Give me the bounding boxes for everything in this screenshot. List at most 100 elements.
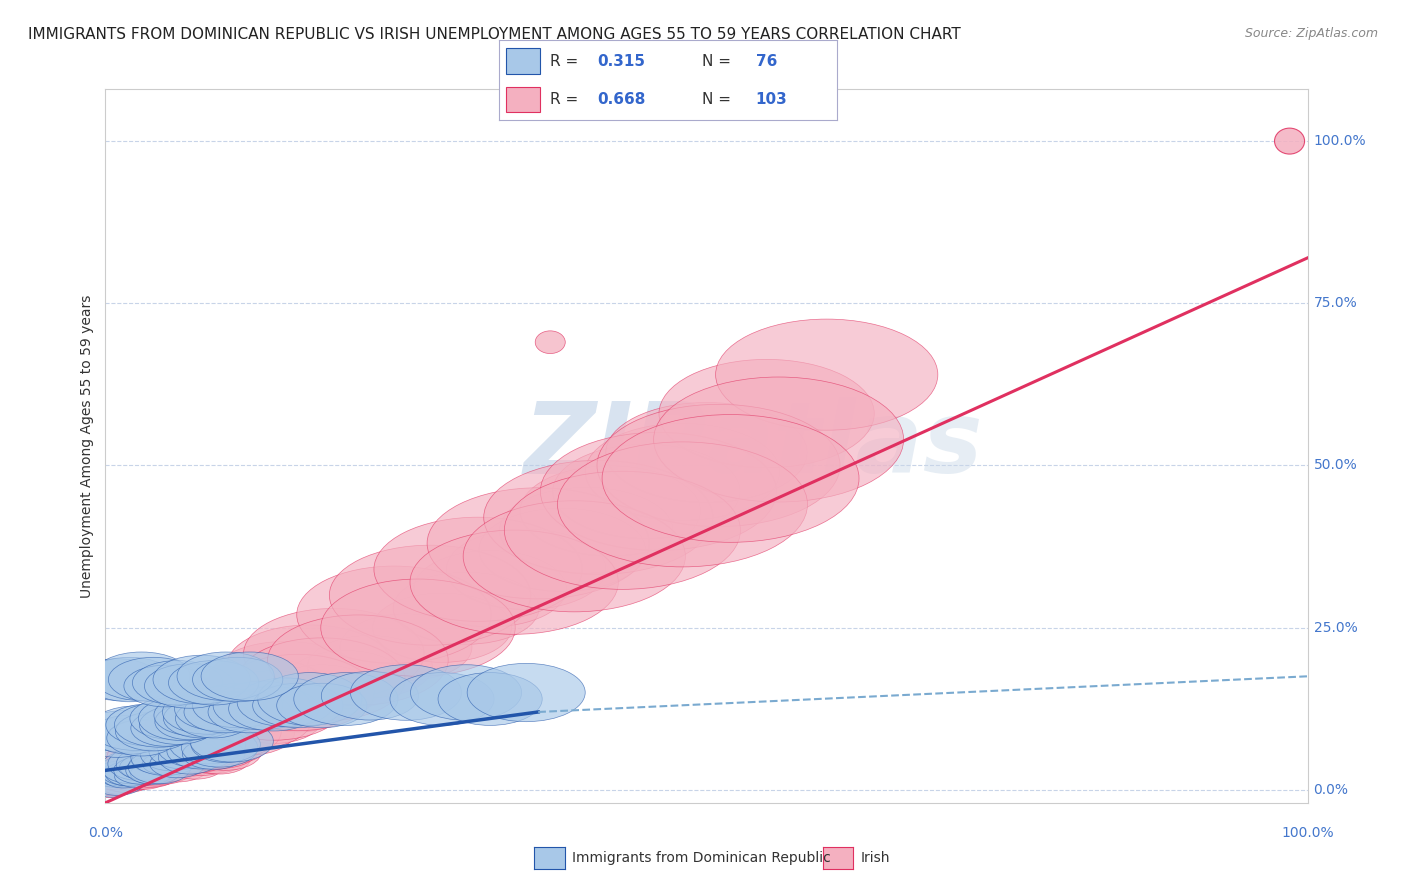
Ellipse shape <box>221 655 374 731</box>
Ellipse shape <box>122 750 184 784</box>
Ellipse shape <box>322 672 419 720</box>
Ellipse shape <box>181 728 257 767</box>
Ellipse shape <box>170 731 246 771</box>
Ellipse shape <box>132 661 222 705</box>
Ellipse shape <box>124 665 207 706</box>
Ellipse shape <box>163 699 240 738</box>
Ellipse shape <box>180 727 260 769</box>
Ellipse shape <box>238 678 335 727</box>
Ellipse shape <box>329 545 530 645</box>
Ellipse shape <box>159 740 221 774</box>
Ellipse shape <box>89 775 129 797</box>
Ellipse shape <box>131 764 172 784</box>
Text: 0.0%: 0.0% <box>89 825 122 839</box>
Ellipse shape <box>190 721 273 762</box>
Ellipse shape <box>100 758 159 789</box>
Ellipse shape <box>124 723 207 765</box>
Text: Irish: Irish <box>860 851 890 865</box>
Ellipse shape <box>374 517 582 622</box>
Ellipse shape <box>654 377 904 502</box>
Ellipse shape <box>659 359 875 467</box>
Ellipse shape <box>209 641 363 718</box>
Ellipse shape <box>266 665 377 721</box>
Ellipse shape <box>159 735 232 772</box>
Ellipse shape <box>149 730 229 772</box>
Ellipse shape <box>145 664 235 708</box>
Ellipse shape <box>132 748 180 773</box>
Ellipse shape <box>132 746 198 782</box>
Ellipse shape <box>105 704 190 746</box>
Text: 103: 103 <box>755 92 787 107</box>
Ellipse shape <box>139 706 215 745</box>
Ellipse shape <box>174 737 240 772</box>
Ellipse shape <box>190 731 262 771</box>
Ellipse shape <box>246 679 350 731</box>
Ellipse shape <box>90 706 180 750</box>
Ellipse shape <box>170 725 246 764</box>
Ellipse shape <box>118 752 177 782</box>
Ellipse shape <box>499 487 673 574</box>
Ellipse shape <box>152 744 215 777</box>
Ellipse shape <box>176 699 252 738</box>
Text: R =: R = <box>550 54 583 69</box>
Ellipse shape <box>439 673 543 725</box>
Ellipse shape <box>411 530 619 634</box>
Ellipse shape <box>193 683 283 728</box>
Ellipse shape <box>145 746 211 782</box>
Y-axis label: Unemployment Among Ages 55 to 59 years: Unemployment Among Ages 55 to 59 years <box>80 294 94 598</box>
Ellipse shape <box>153 656 250 704</box>
Ellipse shape <box>100 756 155 786</box>
Ellipse shape <box>153 720 250 769</box>
Ellipse shape <box>96 762 152 792</box>
Ellipse shape <box>204 671 343 740</box>
Ellipse shape <box>183 739 245 770</box>
Ellipse shape <box>142 754 184 774</box>
Ellipse shape <box>79 718 156 757</box>
Ellipse shape <box>103 765 145 788</box>
Ellipse shape <box>184 691 267 733</box>
Ellipse shape <box>536 331 565 353</box>
Ellipse shape <box>131 710 200 747</box>
Ellipse shape <box>226 625 394 708</box>
Ellipse shape <box>128 750 191 784</box>
Text: 50.0%: 50.0% <box>1313 458 1357 473</box>
Ellipse shape <box>520 466 700 556</box>
Ellipse shape <box>166 748 225 779</box>
Text: 0.0%: 0.0% <box>1313 783 1348 797</box>
Ellipse shape <box>188 740 250 774</box>
Ellipse shape <box>187 687 312 749</box>
Ellipse shape <box>112 756 170 786</box>
Ellipse shape <box>193 657 332 727</box>
Ellipse shape <box>128 747 191 780</box>
Ellipse shape <box>107 739 176 775</box>
Ellipse shape <box>87 764 136 789</box>
Ellipse shape <box>446 529 606 609</box>
Ellipse shape <box>114 756 169 784</box>
Ellipse shape <box>149 739 218 775</box>
Ellipse shape <box>108 758 163 789</box>
Ellipse shape <box>129 698 214 739</box>
Ellipse shape <box>98 772 141 795</box>
Text: 100.0%: 100.0% <box>1281 825 1334 839</box>
Ellipse shape <box>160 725 243 770</box>
Ellipse shape <box>91 715 167 754</box>
Ellipse shape <box>553 444 740 539</box>
Ellipse shape <box>139 735 215 773</box>
Ellipse shape <box>177 735 250 773</box>
Ellipse shape <box>193 657 283 702</box>
Ellipse shape <box>427 488 650 599</box>
Ellipse shape <box>287 650 405 709</box>
Ellipse shape <box>108 753 163 781</box>
Text: R =: R = <box>550 92 583 107</box>
Text: Immigrants from Dominican Republic: Immigrants from Dominican Republic <box>572 851 831 865</box>
Ellipse shape <box>90 764 145 796</box>
Ellipse shape <box>135 756 191 784</box>
Ellipse shape <box>141 707 238 756</box>
Ellipse shape <box>716 319 938 430</box>
Ellipse shape <box>87 770 136 797</box>
Ellipse shape <box>294 673 398 725</box>
Ellipse shape <box>120 755 169 780</box>
Ellipse shape <box>243 608 425 698</box>
Text: N =: N = <box>702 92 735 107</box>
Ellipse shape <box>1274 128 1305 154</box>
